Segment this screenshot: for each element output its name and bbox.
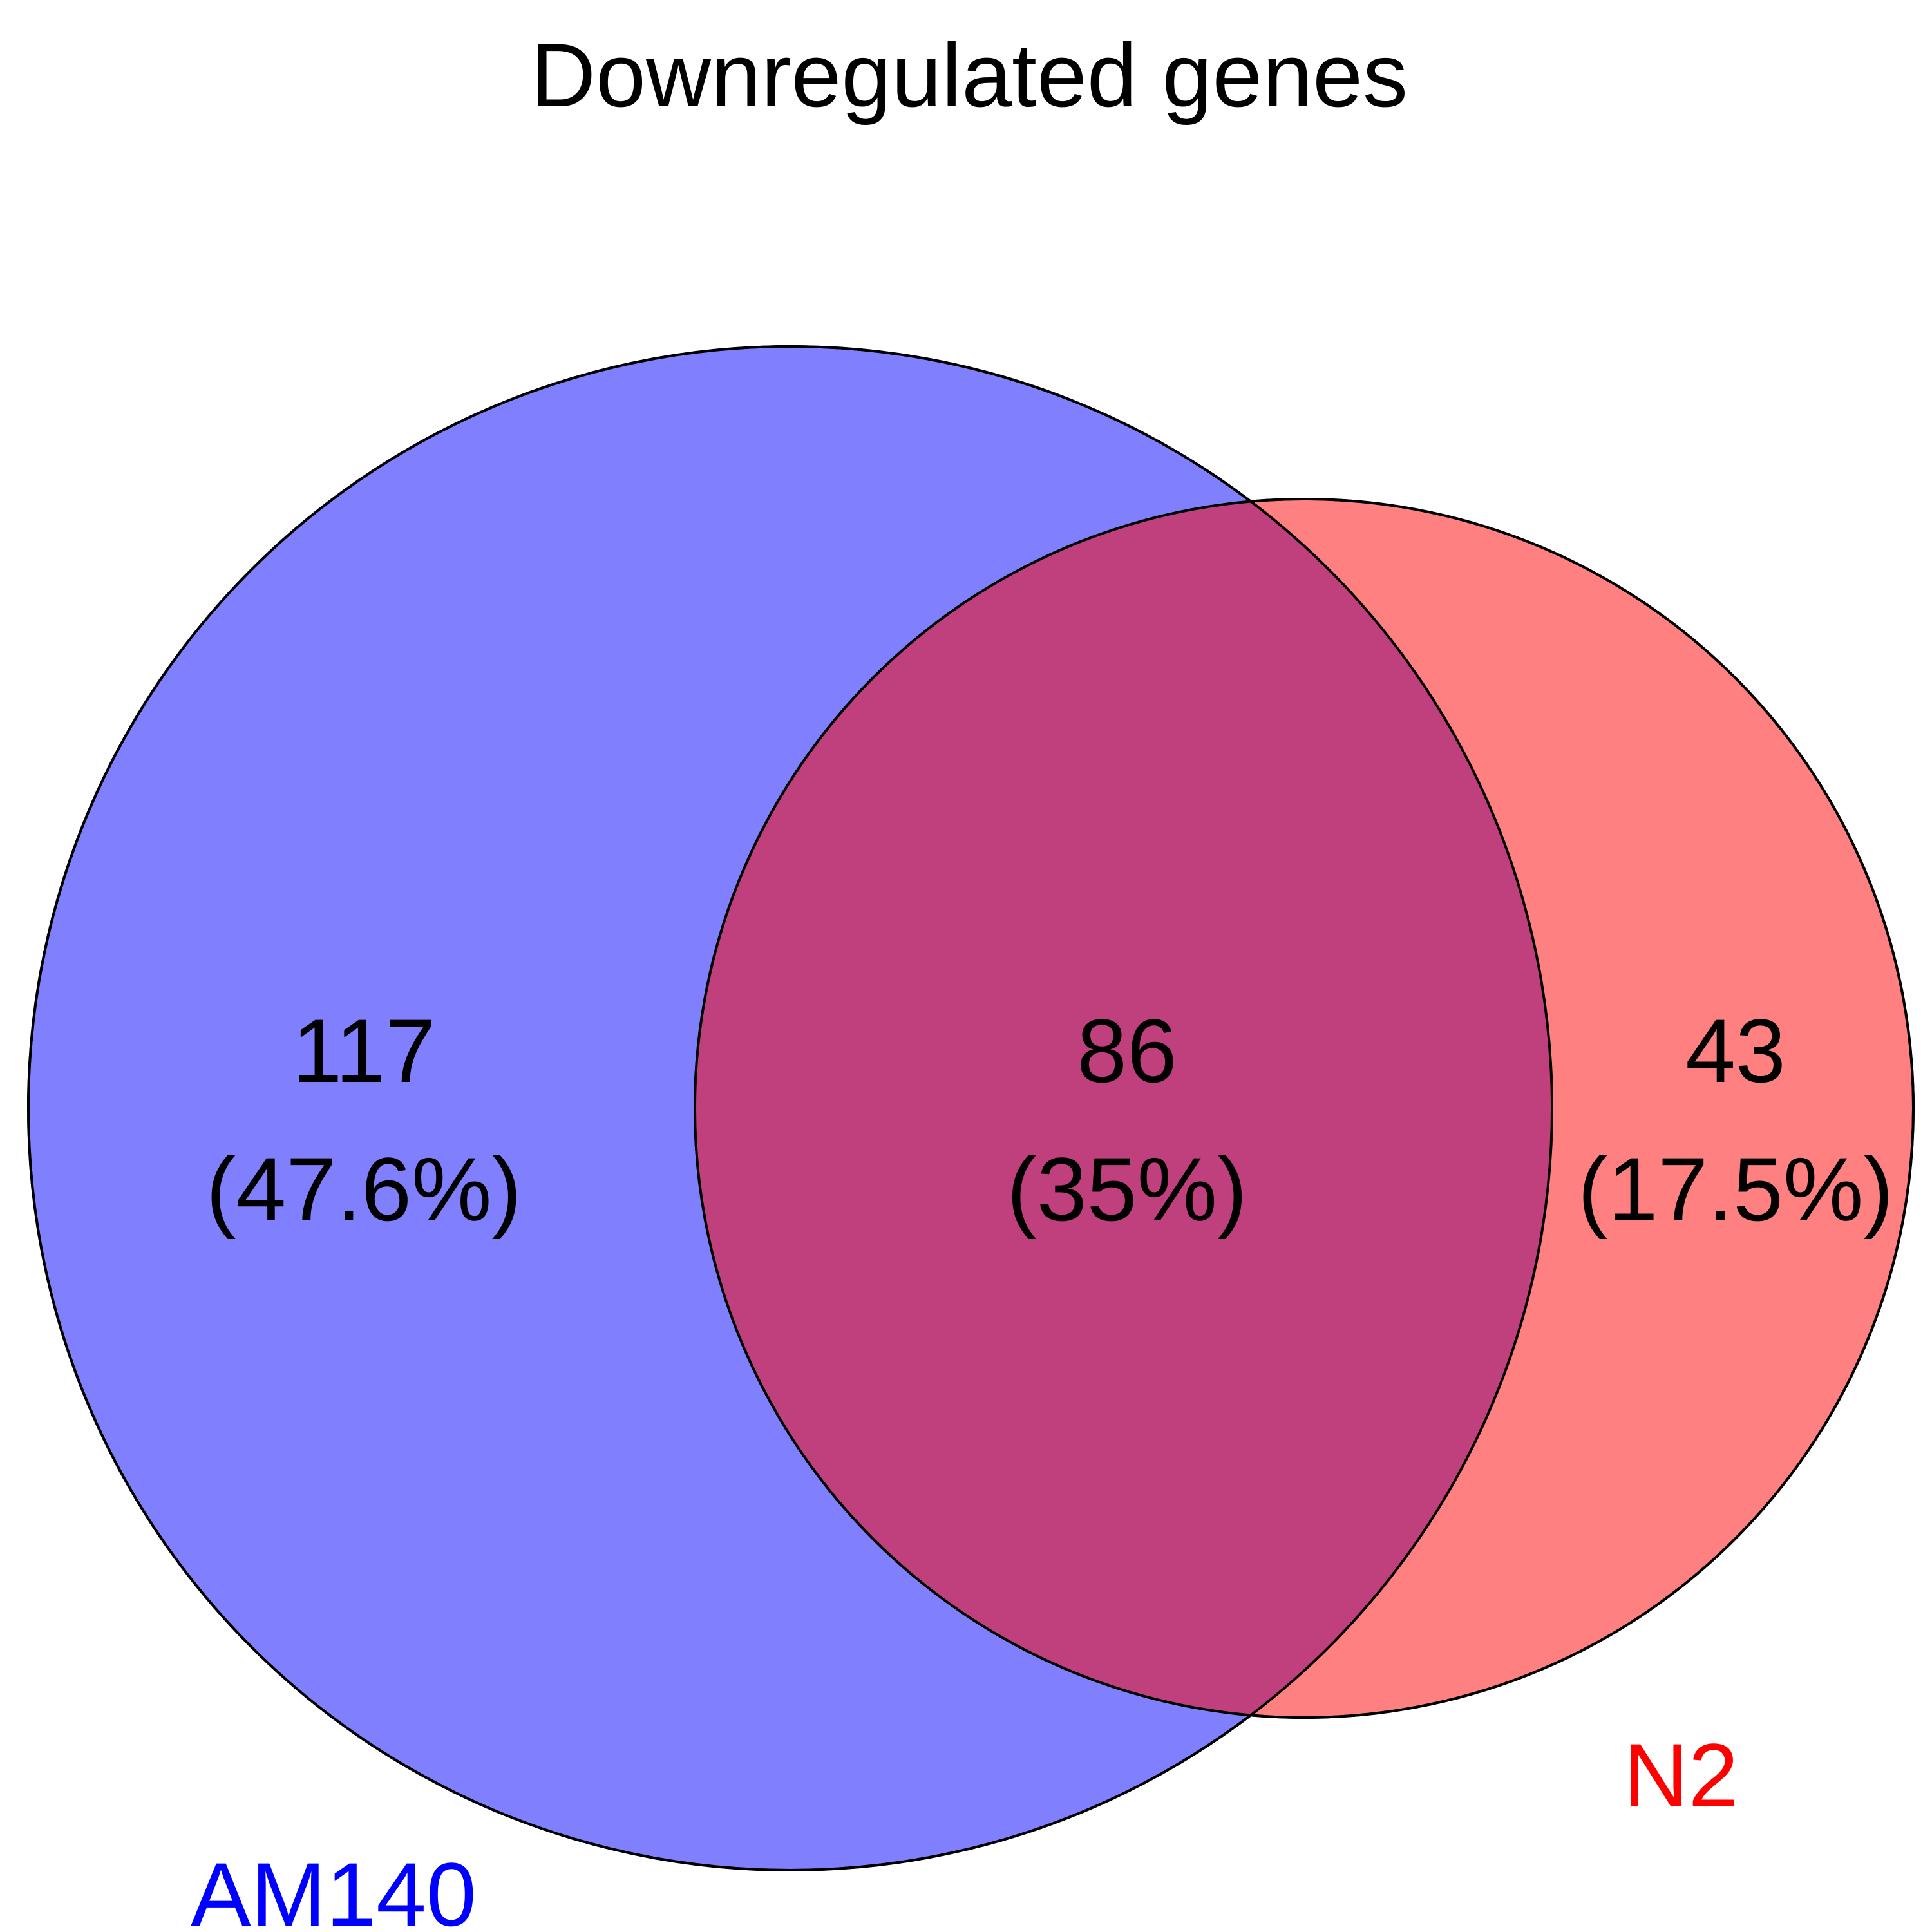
overlap-count: 86 — [1077, 1000, 1177, 1101]
overlap-region — [695, 499, 1552, 1718]
diagram-title: Downregulated genes — [531, 24, 1408, 126]
overlap-percent: (35%) — [1007, 1139, 1247, 1240]
set-a-name-label: AM140 — [191, 1844, 477, 1932]
set-a-only-count: 117 — [292, 1000, 435, 1101]
set-b-name-label: N2 — [1624, 1725, 1739, 1826]
set-b-only-count: 43 — [1685, 1000, 1786, 1101]
set-b-only-percent: (17.5%) — [1578, 1139, 1893, 1240]
set-a-outline — [27, 345, 1553, 1871]
set-b-outline — [694, 498, 1915, 1719]
set-a-only-percent: (47.6%) — [206, 1139, 522, 1240]
